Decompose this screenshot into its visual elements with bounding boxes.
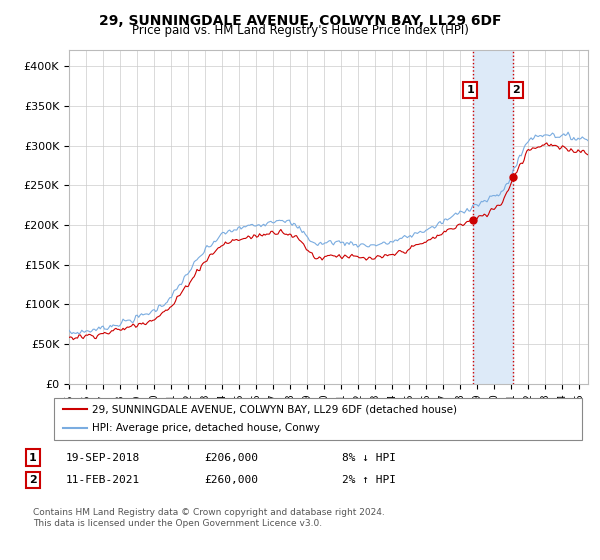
Text: 19-SEP-2018: 19-SEP-2018 (66, 452, 140, 463)
Text: Price paid vs. HM Land Registry's House Price Index (HPI): Price paid vs. HM Land Registry's House … (131, 24, 469, 37)
Text: £260,000: £260,000 (204, 475, 258, 485)
Text: 2: 2 (29, 475, 37, 485)
Text: Contains HM Land Registry data © Crown copyright and database right 2024.: Contains HM Land Registry data © Crown c… (33, 508, 385, 517)
Text: 29, SUNNINGDALE AVENUE, COLWYN BAY, LL29 6DF: 29, SUNNINGDALE AVENUE, COLWYN BAY, LL29… (99, 14, 501, 28)
Text: 2% ↑ HPI: 2% ↑ HPI (342, 475, 396, 485)
Text: 2: 2 (512, 85, 520, 95)
Text: 11-FEB-2021: 11-FEB-2021 (66, 475, 140, 485)
Text: 1: 1 (29, 452, 37, 463)
Text: 1: 1 (466, 85, 474, 95)
Bar (473, 50, 513, 384)
Text: 8% ↓ HPI: 8% ↓ HPI (342, 452, 396, 463)
Text: HPI: Average price, detached house, Conwy: HPI: Average price, detached house, Conw… (92, 423, 320, 433)
Text: £206,000: £206,000 (204, 452, 258, 463)
Text: 29, SUNNINGDALE AVENUE, COLWYN BAY, LL29 6DF (detached house): 29, SUNNINGDALE AVENUE, COLWYN BAY, LL29… (92, 404, 457, 414)
Text: This data is licensed under the Open Government Licence v3.0.: This data is licensed under the Open Gov… (33, 519, 322, 528)
